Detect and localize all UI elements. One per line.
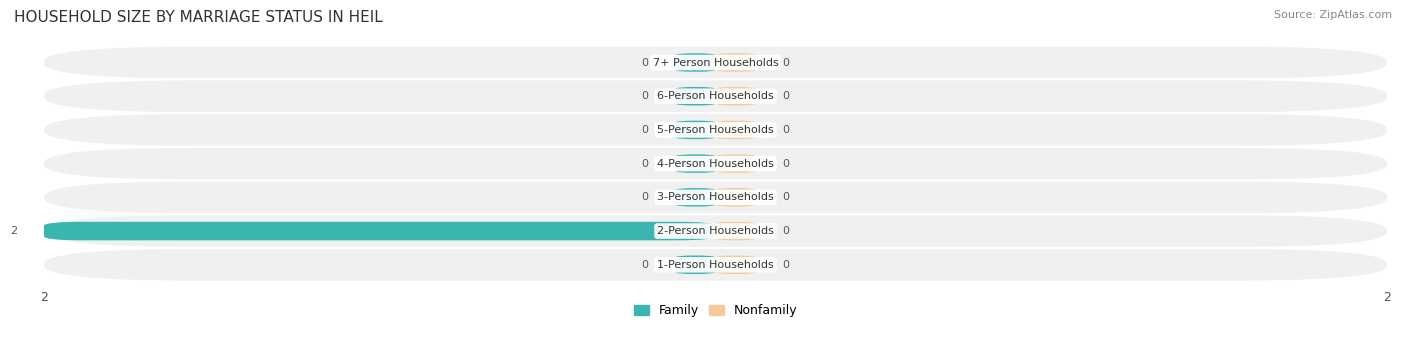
FancyBboxPatch shape	[675, 154, 716, 173]
Text: 5-Person Households: 5-Person Households	[657, 125, 773, 135]
FancyBboxPatch shape	[675, 121, 716, 139]
FancyBboxPatch shape	[675, 188, 716, 207]
FancyBboxPatch shape	[716, 222, 756, 240]
Text: Source: ZipAtlas.com: Source: ZipAtlas.com	[1274, 10, 1392, 20]
Text: 0: 0	[783, 226, 790, 236]
Text: 0: 0	[641, 192, 648, 202]
Text: 2-Person Households: 2-Person Households	[657, 226, 773, 236]
Text: 0: 0	[783, 91, 790, 101]
Text: 0: 0	[641, 91, 648, 101]
FancyBboxPatch shape	[716, 255, 756, 274]
Text: 3-Person Households: 3-Person Households	[657, 192, 773, 202]
Text: 0: 0	[641, 58, 648, 68]
FancyBboxPatch shape	[716, 121, 756, 139]
Text: 1-Person Households: 1-Person Households	[657, 260, 773, 270]
Text: 0: 0	[783, 125, 790, 135]
Text: 2: 2	[10, 226, 17, 236]
FancyBboxPatch shape	[716, 87, 756, 105]
FancyBboxPatch shape	[44, 181, 1388, 213]
Text: 6-Person Households: 6-Person Households	[657, 91, 773, 101]
Text: HOUSEHOLD SIZE BY MARRIAGE STATUS IN HEIL: HOUSEHOLD SIZE BY MARRIAGE STATUS IN HEI…	[14, 10, 382, 25]
FancyBboxPatch shape	[44, 215, 1388, 247]
Text: 0: 0	[783, 159, 790, 169]
Text: 0: 0	[641, 125, 648, 135]
FancyBboxPatch shape	[44, 249, 1388, 281]
FancyBboxPatch shape	[675, 87, 716, 105]
Text: 0: 0	[783, 58, 790, 68]
FancyBboxPatch shape	[44, 222, 716, 240]
FancyBboxPatch shape	[44, 80, 1388, 112]
Text: 0: 0	[641, 159, 648, 169]
Text: 0: 0	[783, 260, 790, 270]
Text: 4-Person Households: 4-Person Households	[657, 159, 773, 169]
FancyBboxPatch shape	[716, 188, 756, 207]
FancyBboxPatch shape	[675, 53, 716, 72]
FancyBboxPatch shape	[716, 53, 756, 72]
FancyBboxPatch shape	[716, 154, 756, 173]
FancyBboxPatch shape	[675, 255, 716, 274]
Text: 0: 0	[641, 260, 648, 270]
FancyBboxPatch shape	[44, 47, 1388, 78]
FancyBboxPatch shape	[44, 114, 1388, 146]
Text: 7+ Person Households: 7+ Person Households	[652, 58, 779, 68]
Text: 0: 0	[783, 192, 790, 202]
FancyBboxPatch shape	[44, 148, 1388, 179]
Legend: Family, Nonfamily: Family, Nonfamily	[628, 299, 803, 323]
